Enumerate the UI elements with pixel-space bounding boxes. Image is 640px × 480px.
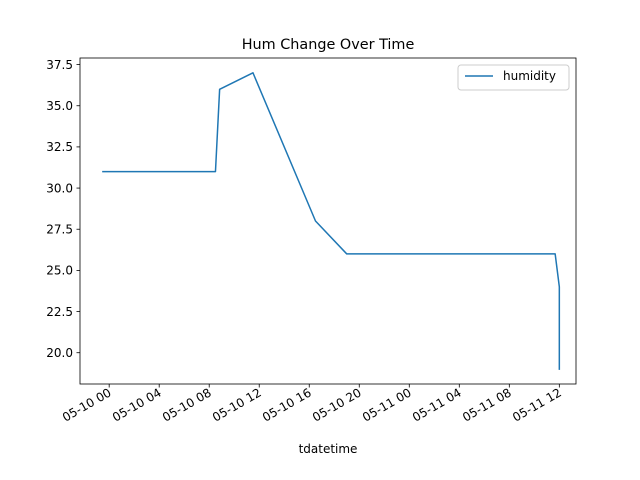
y-tick-label: 32.5 [46,140,73,154]
legend: humidity [457,64,570,91]
chart-title: Hum Change Over Time [242,37,415,53]
x-axis-label: tdatetime [299,442,358,456]
y-tick-label: 30.0 [46,181,73,195]
legend-box [457,64,570,91]
y-tick-label: 27.5 [46,223,73,237]
y-tick-label: 35.0 [46,99,73,113]
y-tick-label: 20.0 [46,346,73,360]
y-tick-label: 37.5 [46,58,73,72]
series-line-humidity [102,72,561,370]
axes-frame [79,57,577,385]
y-tick-label: 25.0 [46,264,73,278]
y-tick-label: 22.5 [46,305,73,319]
legend-label-humidity: humidity [503,69,556,83]
